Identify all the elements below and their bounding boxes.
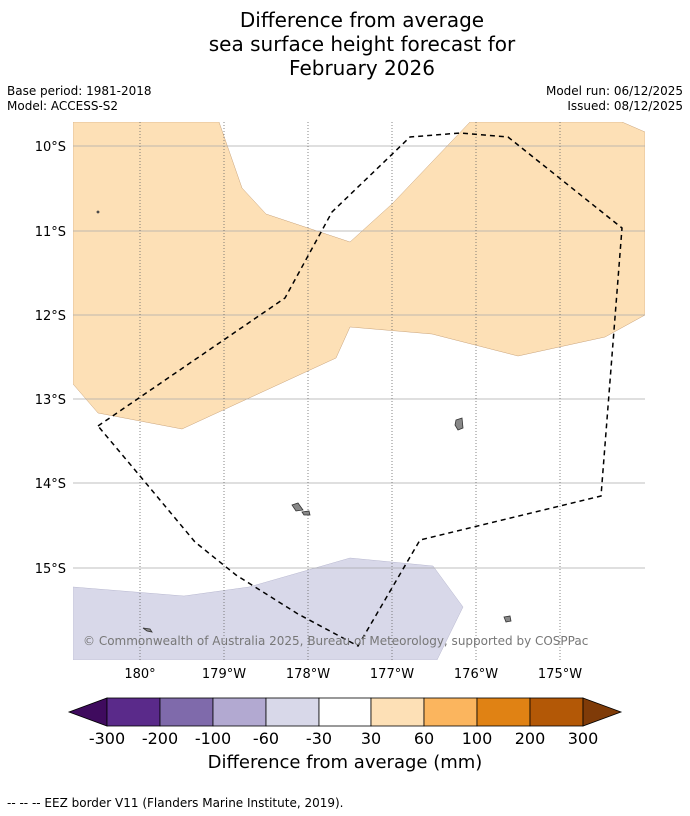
- title-line-3: February 2026: [289, 56, 435, 80]
- colorbar-swatch-1: [106, 697, 161, 727]
- colorbar-swatch-6: [370, 697, 425, 727]
- lat-label-15s: 15°S: [35, 562, 66, 577]
- island-niuafoou: [503, 615, 512, 623]
- lon-label-177w: 177°W: [370, 667, 414, 682]
- positive-anomaly-region: [73, 122, 645, 430]
- colorbar-tick-1: -300: [89, 729, 125, 748]
- islands: [96, 210, 512, 633]
- colorbar-swatch-8: [476, 697, 531, 727]
- colorbar-swatch-3: [212, 697, 267, 727]
- eez-border: [96, 132, 623, 648]
- colorbar-tick-3: -100: [195, 729, 231, 748]
- lon-label-180: 180°: [124, 667, 155, 682]
- title-line-1: Difference from average: [239, 8, 485, 32]
- lon-label-179w: 179°W: [202, 667, 246, 682]
- lon-labels: 180° 179°W 178°W 177°W 176°W 175°W: [124, 667, 582, 682]
- map-panel: © Commonwealth of Australia 2025, Bureau…: [73, 122, 645, 660]
- colorbar-swatch-5: [318, 697, 372, 727]
- negative-anomaly-region: [73, 557, 464, 660]
- colorbar-swatch-over: [582, 697, 623, 727]
- model-name: Model: ACCESS-S2: [7, 99, 119, 113]
- colorbar-tick-5: -30: [306, 729, 332, 748]
- island-wallis-west: [291, 502, 304, 512]
- colorbar-tick-2: -200: [142, 729, 178, 748]
- lat-labels: 10°S 11°S 12°S 13°S 14°S 15°S: [35, 140, 66, 577]
- lat-label-11s: 11°S: [35, 225, 66, 240]
- lon-label-178w: 178°W: [286, 667, 330, 682]
- lon-label-175w: 175°W: [538, 667, 582, 682]
- colorbar-swatch-4: [265, 697, 320, 727]
- colorbar-tick-4: -60: [253, 729, 279, 748]
- issued-date: Issued: 08/12/2025: [567, 99, 683, 113]
- island-dot: [96, 210, 100, 214]
- eez-legend-note: -- -- -- EEZ border V11 (Flanders Marine…: [7, 796, 344, 810]
- colorbar-swatch-7: [423, 697, 478, 727]
- title-line-2: sea surface height forecast for: [208, 32, 516, 56]
- colorbar-tick-7: 60: [414, 729, 434, 748]
- colorbar-ticks: -300 -200 -100 -60 -30 30 60 100 200 300: [89, 729, 598, 748]
- lat-gridlines: [73, 145, 645, 569]
- colorbar-tick-9: 200: [515, 729, 546, 748]
- lat-label-12s: 12°S: [35, 309, 66, 324]
- lat-label-14s: 14°S: [35, 477, 66, 492]
- copyright-notice: © Commonwealth of Australia 2025, Bureau…: [83, 634, 588, 648]
- colorbar-label: Difference from average (mm): [207, 752, 483, 773]
- island-niuatoputapu: [454, 417, 464, 431]
- island-futuna: [142, 627, 153, 633]
- colorbar-swatch-2: [159, 697, 214, 727]
- colorbar-tick-6: 30: [361, 729, 381, 748]
- colorbar: [67, 697, 623, 727]
- island-wallis-east: [301, 510, 311, 516]
- lon-label-176w: 176°W: [454, 667, 498, 682]
- colorbar-tick-8: 100: [462, 729, 493, 748]
- base-period: Base period: 1981-2018: [7, 84, 152, 98]
- colorbar-swatch-under: [67, 697, 108, 727]
- map-title: Difference from average sea surface heig…: [0, 8, 690, 80]
- model-run: Model run: 06/12/2025: [545, 84, 683, 98]
- colorbar-tick-10: 300: [568, 729, 599, 748]
- colorbar-swatch-9: [529, 697, 584, 727]
- lat-label-13s: 13°S: [35, 393, 66, 408]
- lat-label-10s: 10°S: [35, 140, 66, 155]
- meta-right: Model run: 06/12/2025 Issued: 08/12/2025: [546, 84, 683, 114]
- meta-left: Base period: 1981-2018 Model: ACCESS-S2: [7, 84, 152, 114]
